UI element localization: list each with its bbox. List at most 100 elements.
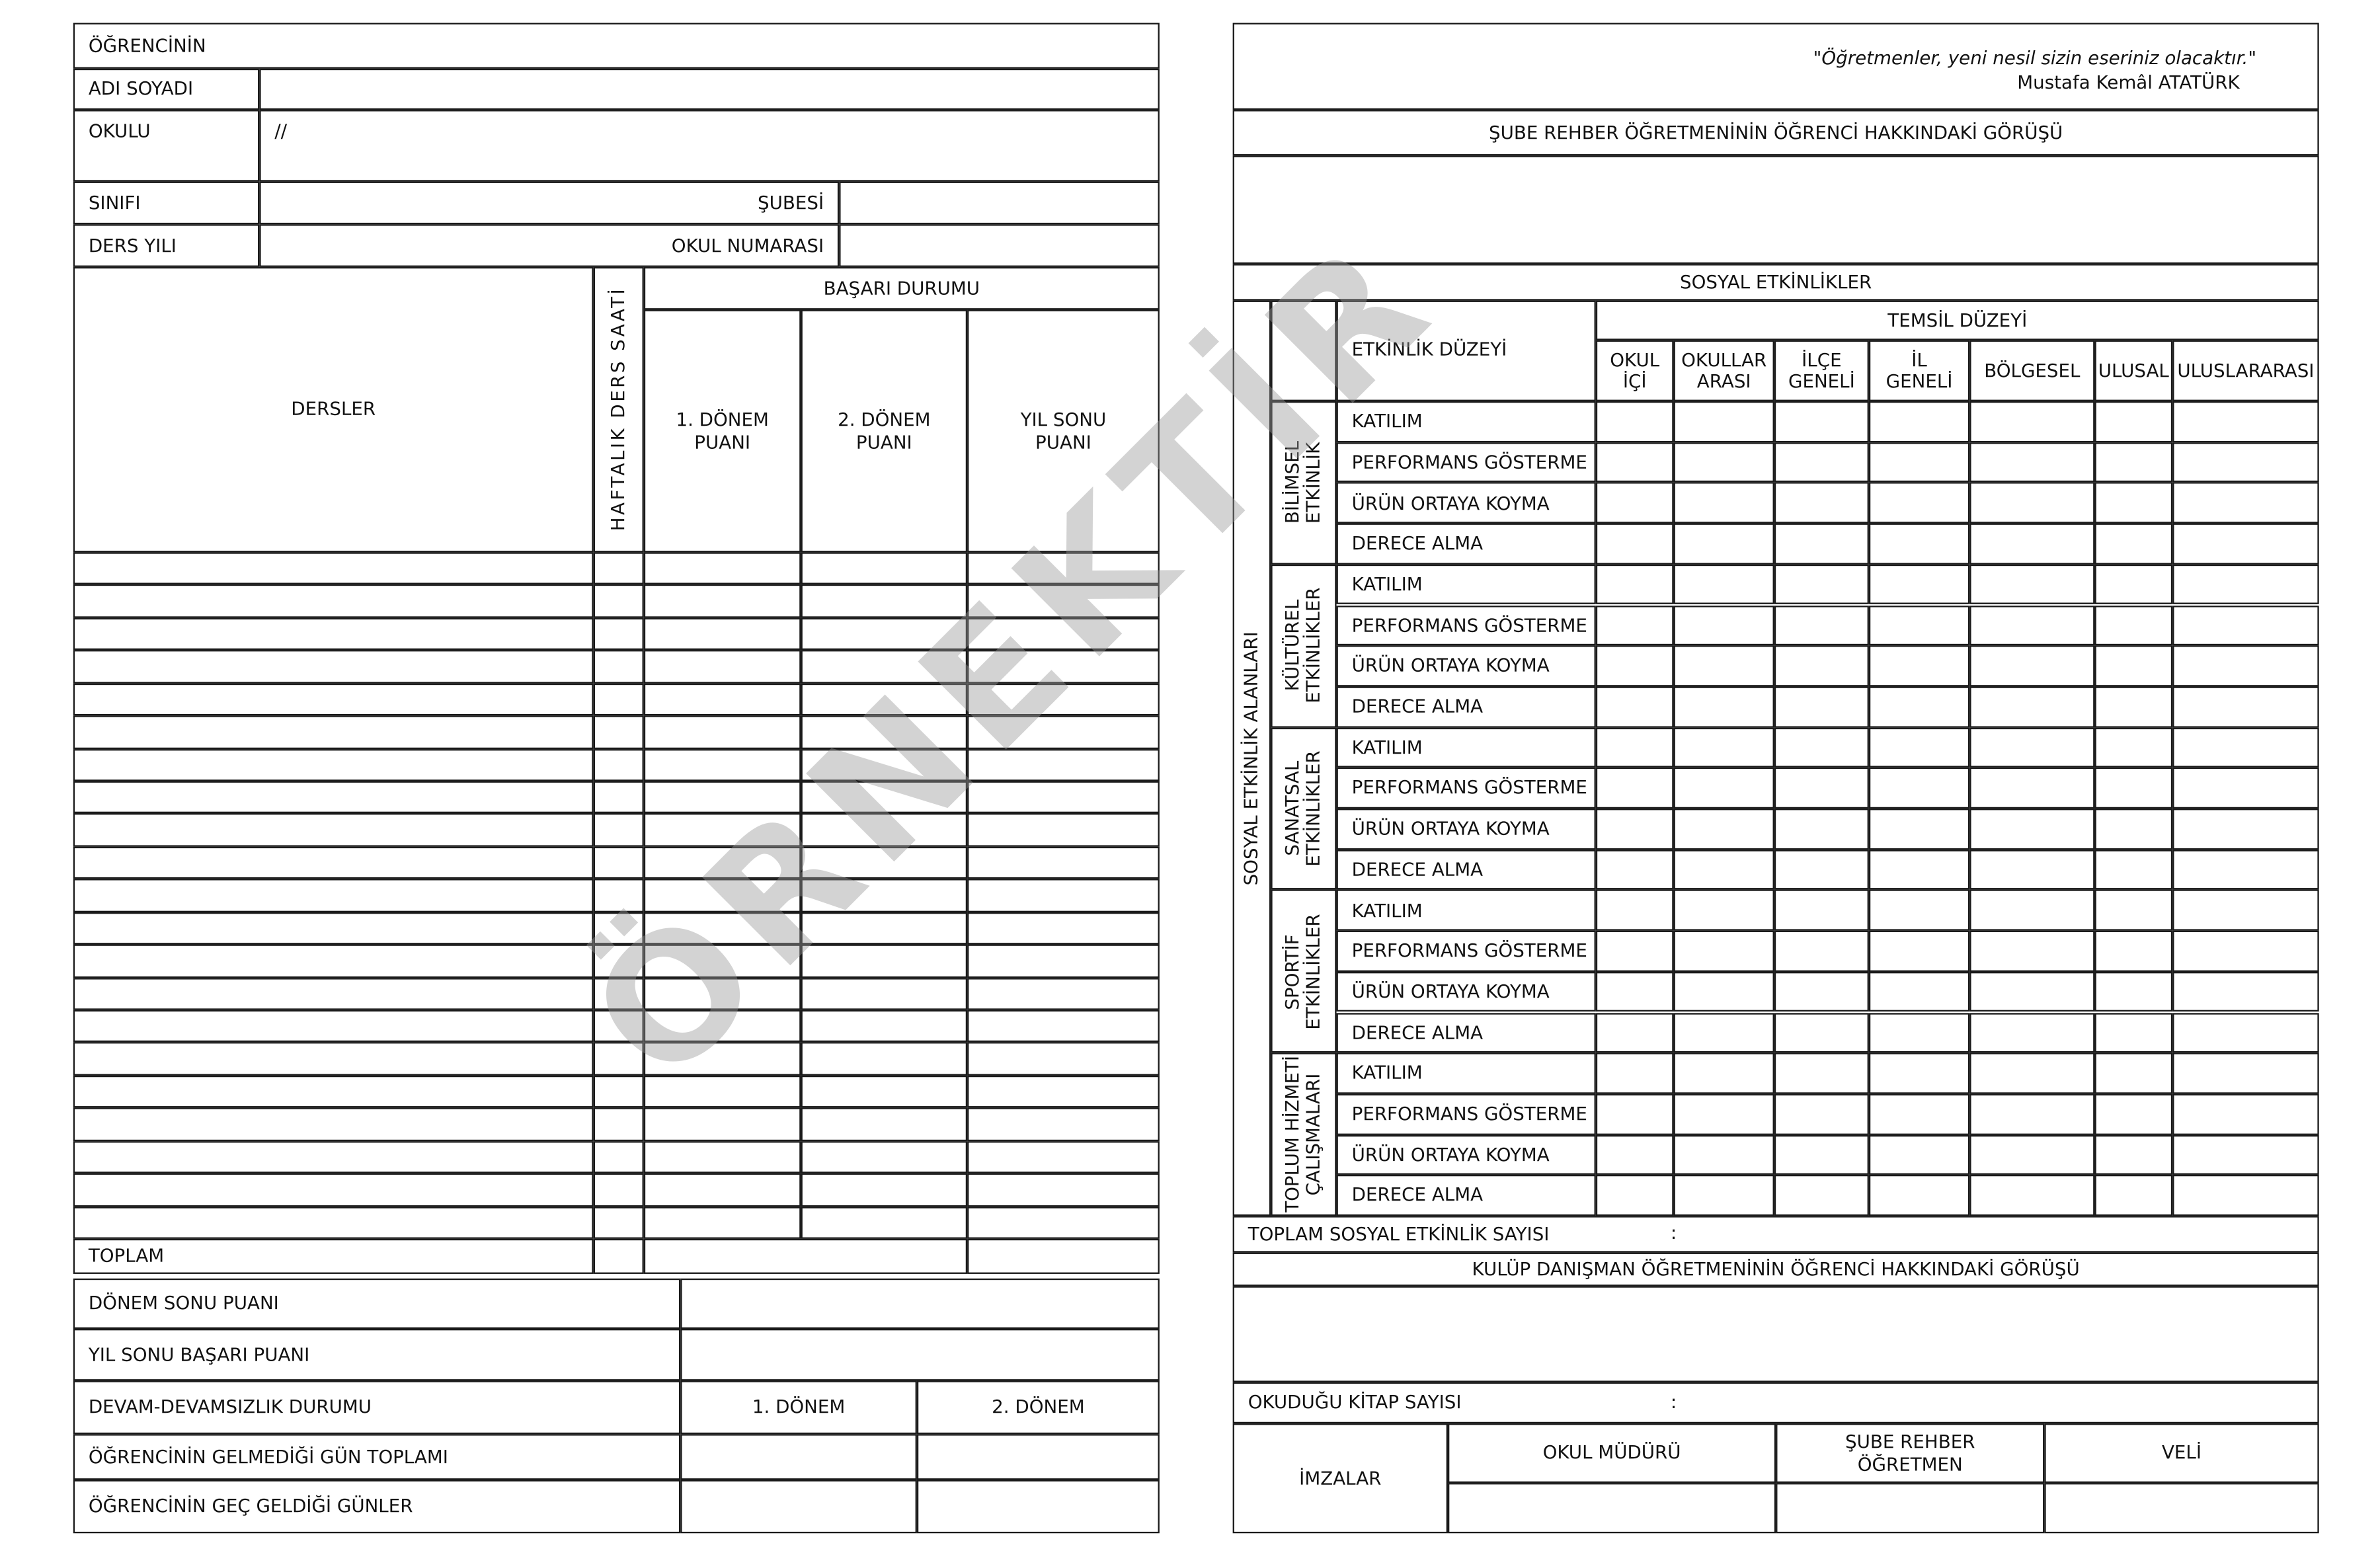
term2-score-cell[interactable] xyxy=(801,650,968,684)
term2-score-cell[interactable] xyxy=(801,912,968,945)
activity-count-cell[interactable] xyxy=(1969,809,2095,850)
activity-count-cell[interactable] xyxy=(1595,686,1674,727)
weekly-hours-cell[interactable] xyxy=(593,552,644,585)
year-end-score-cell[interactable] xyxy=(967,683,1160,716)
activity-count-cell[interactable] xyxy=(2094,971,2173,1013)
activity-count-cell[interactable] xyxy=(1969,768,2095,809)
weekly-hours-cell[interactable] xyxy=(593,748,644,781)
absent-term2-field[interactable] xyxy=(916,1434,1160,1480)
activity-count-cell[interactable] xyxy=(1595,768,1674,809)
activity-count-cell[interactable] xyxy=(1969,483,2095,524)
activity-count-cell[interactable] xyxy=(2172,1175,2319,1216)
activity-count-cell[interactable] xyxy=(1868,890,1970,931)
term1-score-cell[interactable] xyxy=(643,1010,801,1043)
activity-count-cell[interactable] xyxy=(1673,442,1774,483)
activity-count-cell[interactable] xyxy=(1595,401,1674,442)
term1-score-cell[interactable] xyxy=(643,683,801,716)
activity-count-cell[interactable] xyxy=(2094,686,2173,727)
activity-count-cell[interactable] xyxy=(1595,645,1674,687)
activity-count-cell[interactable] xyxy=(2172,849,2319,891)
activity-count-cell[interactable] xyxy=(2094,1093,2173,1134)
weekly-hours-cell[interactable] xyxy=(593,977,644,1010)
activity-count-cell[interactable] xyxy=(1673,1134,1774,1175)
term2-score-cell[interactable] xyxy=(801,1108,968,1141)
school-number-field[interactable] xyxy=(839,224,1160,267)
weekly-hours-cell[interactable] xyxy=(593,1010,644,1043)
term2-score-cell[interactable] xyxy=(801,584,968,618)
term2-score-cell[interactable] xyxy=(801,813,968,847)
activity-count-cell[interactable] xyxy=(1969,849,2095,891)
course-name-cell[interactable] xyxy=(73,683,594,716)
activity-count-cell[interactable] xyxy=(2172,890,2319,931)
term2-score-cell[interactable] xyxy=(801,683,968,716)
activity-count-cell[interactable] xyxy=(1868,605,1970,646)
activity-count-cell[interactable] xyxy=(1673,849,1774,891)
activity-count-cell[interactable] xyxy=(2094,442,2173,483)
activity-count-cell[interactable] xyxy=(1969,1012,2095,1053)
activity-count-cell[interactable] xyxy=(1868,768,1970,809)
activity-count-cell[interactable] xyxy=(1969,1052,2095,1094)
weekly-hours-cell[interactable] xyxy=(593,1043,644,1076)
activity-count-cell[interactable] xyxy=(2172,645,2319,687)
activity-count-cell[interactable] xyxy=(1774,483,1869,524)
activity-count-cell[interactable] xyxy=(1673,1012,1774,1053)
activity-count-cell[interactable] xyxy=(1774,442,1869,483)
activity-count-cell[interactable] xyxy=(1969,930,2095,972)
activity-count-cell[interactable] xyxy=(1969,971,2095,1013)
activity-count-cell[interactable] xyxy=(1595,1175,1674,1216)
year-end-score-cell[interactable] xyxy=(967,715,1160,749)
activity-count-cell[interactable] xyxy=(1868,686,1970,727)
activity-count-cell[interactable] xyxy=(2094,523,2173,565)
year-end-score-cell[interactable] xyxy=(967,748,1160,781)
term2-score-cell[interactable] xyxy=(801,715,968,749)
activity-count-cell[interactable] xyxy=(2094,890,2173,931)
activity-count-cell[interactable] xyxy=(1595,1052,1674,1094)
activity-count-cell[interactable] xyxy=(2094,605,2173,646)
activity-count-cell[interactable] xyxy=(1595,930,1674,972)
activity-count-cell[interactable] xyxy=(1673,645,1774,687)
activity-count-cell[interactable] xyxy=(2094,1175,2173,1216)
late-term1-field[interactable] xyxy=(680,1480,917,1534)
term1-score-cell[interactable] xyxy=(643,781,801,814)
weekly-hours-cell[interactable] xyxy=(593,715,644,749)
year-end-score-cell[interactable] xyxy=(967,944,1160,978)
term2-score-cell[interactable] xyxy=(801,944,968,978)
term2-score-cell[interactable] xyxy=(801,977,968,1010)
activity-count-cell[interactable] xyxy=(2172,442,2319,483)
activity-count-cell[interactable] xyxy=(1595,483,1674,524)
term1-score-cell[interactable] xyxy=(643,1140,801,1173)
activity-count-cell[interactable] xyxy=(1969,1093,2095,1134)
course-name-cell[interactable] xyxy=(73,1075,594,1109)
activity-count-cell[interactable] xyxy=(2172,564,2319,605)
year-end-score-cell[interactable] xyxy=(967,1043,1160,1076)
activity-count-cell[interactable] xyxy=(1595,442,1674,483)
weekly-hours-cell[interactable] xyxy=(593,1075,644,1109)
year-end-score-cell[interactable] xyxy=(967,650,1160,684)
activity-count-cell[interactable] xyxy=(2094,1134,2173,1175)
activity-count-cell[interactable] xyxy=(2172,686,2319,727)
activity-count-cell[interactable] xyxy=(1673,768,1774,809)
term2-score-cell[interactable] xyxy=(801,1010,968,1043)
activity-count-cell[interactable] xyxy=(1673,971,1774,1013)
course-name-cell[interactable] xyxy=(73,1206,594,1239)
activity-count-cell[interactable] xyxy=(1868,645,1970,687)
activity-count-cell[interactable] xyxy=(1774,930,1869,972)
guidance-teacher-opinion-field[interactable] xyxy=(1232,155,2319,264)
branch-field[interactable] xyxy=(839,181,1160,225)
term2-score-cell[interactable] xyxy=(801,846,968,879)
activity-count-cell[interactable] xyxy=(1595,809,1674,850)
activity-count-cell[interactable] xyxy=(1673,605,1774,646)
late-term2-field[interactable] xyxy=(916,1480,1160,1534)
total-hours-cell[interactable] xyxy=(593,1238,644,1274)
activity-count-cell[interactable] xyxy=(2094,645,2173,687)
term1-score-cell[interactable] xyxy=(643,748,801,781)
activity-count-cell[interactable] xyxy=(1673,564,1774,605)
name-field[interactable] xyxy=(259,68,1160,110)
activity-count-cell[interactable] xyxy=(1595,727,1674,768)
activity-count-cell[interactable] xyxy=(1868,1093,1970,1134)
year-end-score-cell[interactable] xyxy=(967,1173,1160,1207)
term1-score-cell[interactable] xyxy=(643,617,801,651)
year-end-score-cell[interactable] xyxy=(967,1206,1160,1239)
year-end-score-cell[interactable] xyxy=(967,977,1160,1010)
activity-count-cell[interactable] xyxy=(2172,930,2319,972)
